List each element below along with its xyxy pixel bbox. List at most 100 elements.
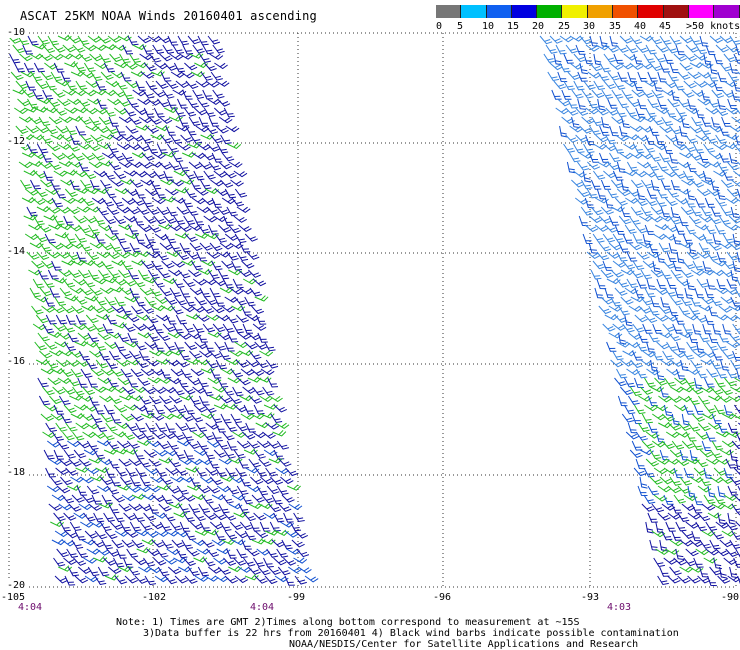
- wind-barb: [675, 134, 685, 146]
- wind-barb: [225, 467, 238, 477]
- wind-barb: [240, 368, 255, 376]
- wind-barb: [53, 557, 66, 567]
- wind-barb: [190, 134, 203, 144]
- wind-barb: [209, 350, 223, 359]
- wind-barb: [215, 125, 229, 134]
- wind-barb: [649, 62, 663, 72]
- wind-barb: [595, 107, 609, 116]
- wind-barb: [39, 53, 53, 62]
- wind-barb: [614, 197, 628, 206]
- wind-barb: [233, 404, 248, 413]
- wind-barb: [627, 98, 641, 108]
- wind-barb: [165, 467, 179, 476]
- wind-barb: [119, 242, 132, 253]
- wind-barb: [226, 440, 238, 451]
- wind-barb: [659, 476, 674, 485]
- wind-barb: [252, 386, 265, 396]
- wind-barb: [615, 44, 629, 53]
- wind-barb: [43, 214, 58, 221]
- wind-barb: [73, 215, 87, 224]
- wind-barb: [737, 575, 740, 585]
- wind-barb: [64, 233, 77, 244]
- wind-barb: [174, 232, 189, 239]
- wind-barb: [168, 224, 182, 232]
- wind-barb: [176, 548, 188, 559]
- wind-barb: [687, 575, 701, 584]
- wind-barb: [563, 80, 575, 91]
- wind-barb: [64, 295, 79, 302]
- wind-barb: [284, 575, 295, 586]
- wind-barb: [65, 422, 78, 432]
- wind-barb: [610, 269, 624, 278]
- wind-barb: [656, 368, 665, 381]
- wind-barb: [729, 476, 740, 486]
- wind-barb: [105, 314, 118, 325]
- wind-barb: [185, 80, 199, 89]
- wind-barb: [90, 71, 103, 82]
- wind-barb: [93, 404, 105, 415]
- wind-barb: [152, 386, 166, 394]
- wind-barb: [115, 422, 130, 430]
- wind-barb: [62, 44, 76, 53]
- wind-barb: [169, 242, 182, 253]
- wind-barb: [145, 467, 159, 475]
- legend-swatch: [537, 5, 563, 18]
- wind-barb: [118, 223, 133, 231]
- wind-barb: [668, 215, 682, 225]
- wind-barb: [111, 539, 125, 549]
- wind-barb: [592, 233, 605, 243]
- wind-barb: [166, 440, 179, 450]
- wind-barb: [557, 98, 571, 107]
- wind-barb: [653, 467, 668, 475]
- wind-barb: [211, 260, 223, 271]
- wind-barb: [198, 503, 211, 513]
- wind-barb: [284, 530, 299, 538]
- wind-barb: [734, 314, 740, 320]
- wind-barb: [55, 125, 69, 134]
- wind-barb: [165, 422, 176, 433]
- wind-barb: [675, 107, 687, 117]
- wind-barb: [660, 296, 670, 308]
- wind-barb: [175, 187, 190, 194]
- wind-barb: [189, 350, 203, 359]
- wind-barb: [700, 296, 714, 305]
- wind-barb: [276, 548, 289, 558]
- wind-barb: [656, 278, 667, 289]
- wind-barb: [137, 98, 151, 106]
- wind-barb: [141, 152, 155, 161]
- wind-barb: [712, 350, 723, 361]
- wind-barb: [714, 377, 726, 388]
- wind-barb: [104, 188, 117, 199]
- wind-barb: [148, 503, 160, 514]
- wind-barb: [236, 485, 249, 496]
- wind-barb: [156, 143, 168, 154]
- wind-barb: [223, 557, 237, 566]
- wind-barb: [25, 80, 37, 91]
- wind-barb: [582, 233, 593, 244]
- wind-barb: [692, 323, 702, 335]
- wind-barb: [107, 35, 122, 43]
- wind-barb: [691, 116, 703, 127]
- wind-barb: [176, 251, 190, 261]
- wind-barb: [167, 332, 182, 339]
- page-title: ASCAT 25KM NOAA Winds 20160401 ascending: [20, 9, 317, 23]
- wind-barb: [551, 89, 562, 100]
- wind-barb: [70, 368, 83, 378]
- wind-barb: [223, 215, 234, 226]
- wind-barb: [71, 152, 85, 161]
- wind-barb: [15, 125, 29, 134]
- wind-barb: [701, 178, 716, 186]
- wind-barb: [711, 440, 724, 451]
- wind-barb: [31, 260, 45, 269]
- wind-barb: [56, 440, 70, 450]
- wind-barb: [569, 152, 581, 163]
- wind-barb: [80, 368, 93, 378]
- wind-barb: [123, 512, 137, 521]
- wind-barb: [31, 197, 46, 206]
- wind-barb: [26, 206, 38, 217]
- wind-barb: [565, 134, 579, 143]
- wind-barb: [243, 557, 256, 567]
- wind-barb: [635, 458, 646, 470]
- wind-barb: [152, 44, 165, 54]
- wind-barb: [219, 395, 233, 404]
